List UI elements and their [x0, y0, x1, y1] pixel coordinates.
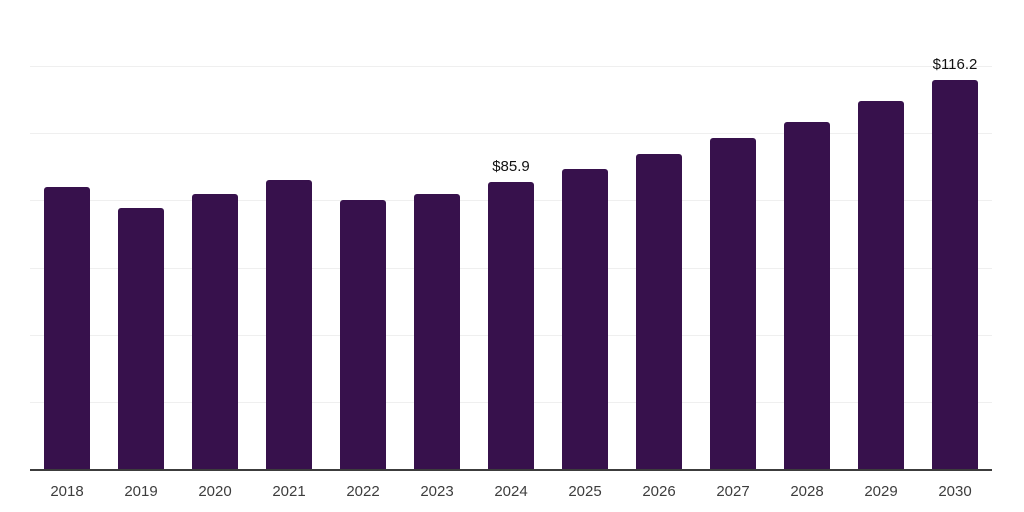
- x-axis-tick-label: 2028: [790, 483, 824, 500]
- x-axis-tick-label: 2018: [50, 483, 84, 500]
- bar-slot: [178, 0, 252, 470]
- bar-2023: [414, 193, 460, 470]
- bar-slot: [696, 0, 770, 470]
- x-axis-tick-label: 2023: [420, 483, 454, 500]
- bar-2025: [562, 168, 608, 470]
- bar-slot: [400, 0, 474, 470]
- bar-2028: [784, 122, 830, 470]
- x-axis-tick-label: 2026: [642, 483, 676, 500]
- bar-2029: [858, 100, 904, 470]
- bar-2024: [488, 181, 534, 470]
- bar-slot: [252, 0, 326, 470]
- x-axis-tick-label: 2025: [568, 483, 602, 500]
- bar-2027: [710, 137, 756, 470]
- bar-2030: [932, 79, 978, 470]
- x-axis-tick-label: 2020: [198, 483, 232, 500]
- bar-slot: [30, 0, 104, 470]
- bar-slot: $116.2: [918, 0, 992, 470]
- bar-2020: [192, 194, 238, 470]
- x-axis-tick-label: 2022: [346, 483, 380, 500]
- bar-slot: [622, 0, 696, 470]
- x-axis-tick-label: 2024: [494, 483, 528, 500]
- bar-slot: $85.9: [474, 0, 548, 470]
- bar-value-label: $85.9: [492, 157, 530, 175]
- x-axis-tick-label: 2021: [272, 483, 306, 500]
- bar-2021: [266, 180, 312, 470]
- bar-2018: [44, 186, 90, 470]
- x-axis-labels: 2018 2019 2020 2021 2022 2023 2024 2025 2026 2027…: [30, 482, 992, 501]
- gridline: [30, 133, 992, 135]
- bar-slot: [326, 0, 400, 470]
- bars-container: $85.9 $116.2: [30, 0, 992, 470]
- bar-2019: [118, 208, 164, 470]
- gridline: [30, 66, 992, 68]
- bar-slot: [548, 0, 622, 470]
- x-axis-tick-label: 2029: [864, 483, 898, 500]
- bar-slot: [770, 0, 844, 470]
- plot-area: $85.9 $116.2: [30, 0, 992, 471]
- x-axis-tick-label: 2030: [938, 483, 972, 500]
- bar-value-label: $116.2: [932, 55, 978, 73]
- x-axis-line: [30, 469, 992, 471]
- x-axis-tick-label: 2019: [124, 483, 158, 500]
- bar-2026: [636, 153, 682, 470]
- bar-slot: [104, 0, 178, 470]
- x-axis-tick-label: 2027: [716, 483, 750, 500]
- bar-slot: [844, 0, 918, 470]
- bar-2022: [340, 200, 386, 470]
